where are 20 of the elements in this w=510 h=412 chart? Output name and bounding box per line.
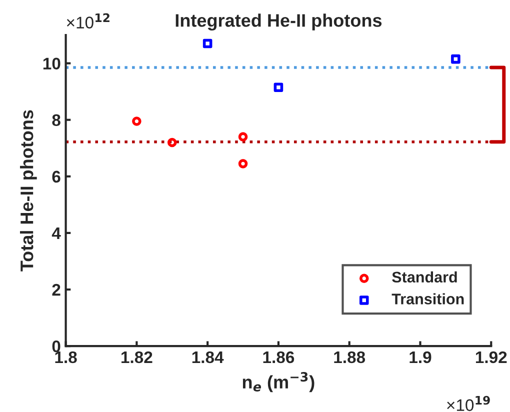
x-tick-label: 1.84: [192, 351, 224, 364]
text: ×10$^{19}$: [447, 396, 490, 412]
legend-label: Transition: [392, 293, 464, 304]
x-tick-label: 1.86: [263, 351, 294, 364]
y-tick-label: 2: [52, 284, 60, 296]
legend-label: Standard: [392, 271, 457, 283]
x-tick-label: 1.9: [410, 351, 432, 364]
y-tick-label: 10: [43, 58, 60, 70]
y-tick-label: 4: [52, 228, 61, 240]
x-tick-label: 1.88: [334, 351, 366, 364]
x-tick-label: 1.82: [122, 351, 152, 364]
x-tick-label: 1.92: [476, 351, 507, 364]
text: ×10$^{12}$: [66, 13, 110, 28]
x-axis-title: n$_{e}$ (m$^{−3}$): [242, 372, 314, 392]
y-tick-label: 6: [52, 170, 60, 183]
y-tick-label: 8: [52, 114, 60, 126]
y-tick-label: 0: [52, 340, 60, 352]
x-tick-label: 1.8: [55, 351, 77, 364]
y-axis-title: Total He-II photons: [20, 110, 37, 272]
chart-title: Integrated He-II photons: [176, 14, 382, 31]
